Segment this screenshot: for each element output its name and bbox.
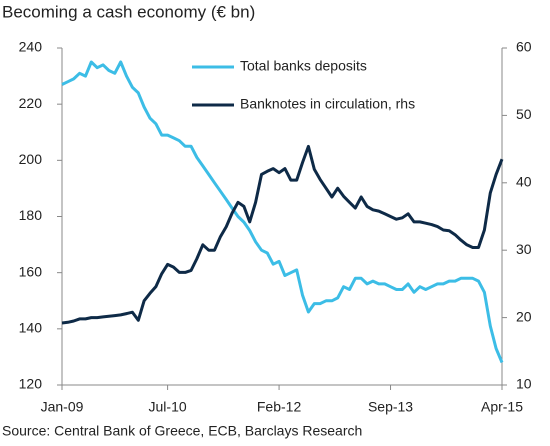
x-tick-label: Sep-13: [368, 399, 413, 415]
series-line: [61, 144, 504, 325]
y2-tick-label: 30: [516, 241, 532, 257]
legend-label: Total banks deposits: [240, 58, 367, 74]
x-tick-label: Jan-09: [41, 399, 84, 415]
y2-tick-label: 40: [516, 174, 532, 190]
y-tick-label: 200: [19, 151, 43, 167]
y2-tick-label: 10: [516, 376, 532, 392]
y2-tick-label: 60: [516, 39, 532, 55]
y2-tick-label: 20: [516, 308, 532, 324]
x-tick-label: Feb-12: [257, 399, 302, 415]
series-line: [61, 60, 504, 364]
y-tick-label: 220: [19, 95, 43, 111]
x-tick-label: Apr-15: [481, 399, 523, 415]
chart-title: Becoming a cash economy (€ bn): [2, 2, 255, 21]
y-tick-label: 180: [19, 207, 43, 223]
source-note: Source: Central Bank of Greece, ECB, Bar…: [2, 423, 362, 439]
y-tick-label: 140: [19, 320, 43, 336]
y-tick-label: 120: [19, 376, 43, 392]
y2-tick-label: 50: [516, 106, 532, 122]
legend-label: Banknotes in circulation, rhs: [240, 96, 415, 112]
y-tick-label: 240: [19, 39, 43, 55]
y-tick-label: 160: [19, 263, 43, 279]
x-tick-label: Jul-10: [149, 399, 187, 415]
